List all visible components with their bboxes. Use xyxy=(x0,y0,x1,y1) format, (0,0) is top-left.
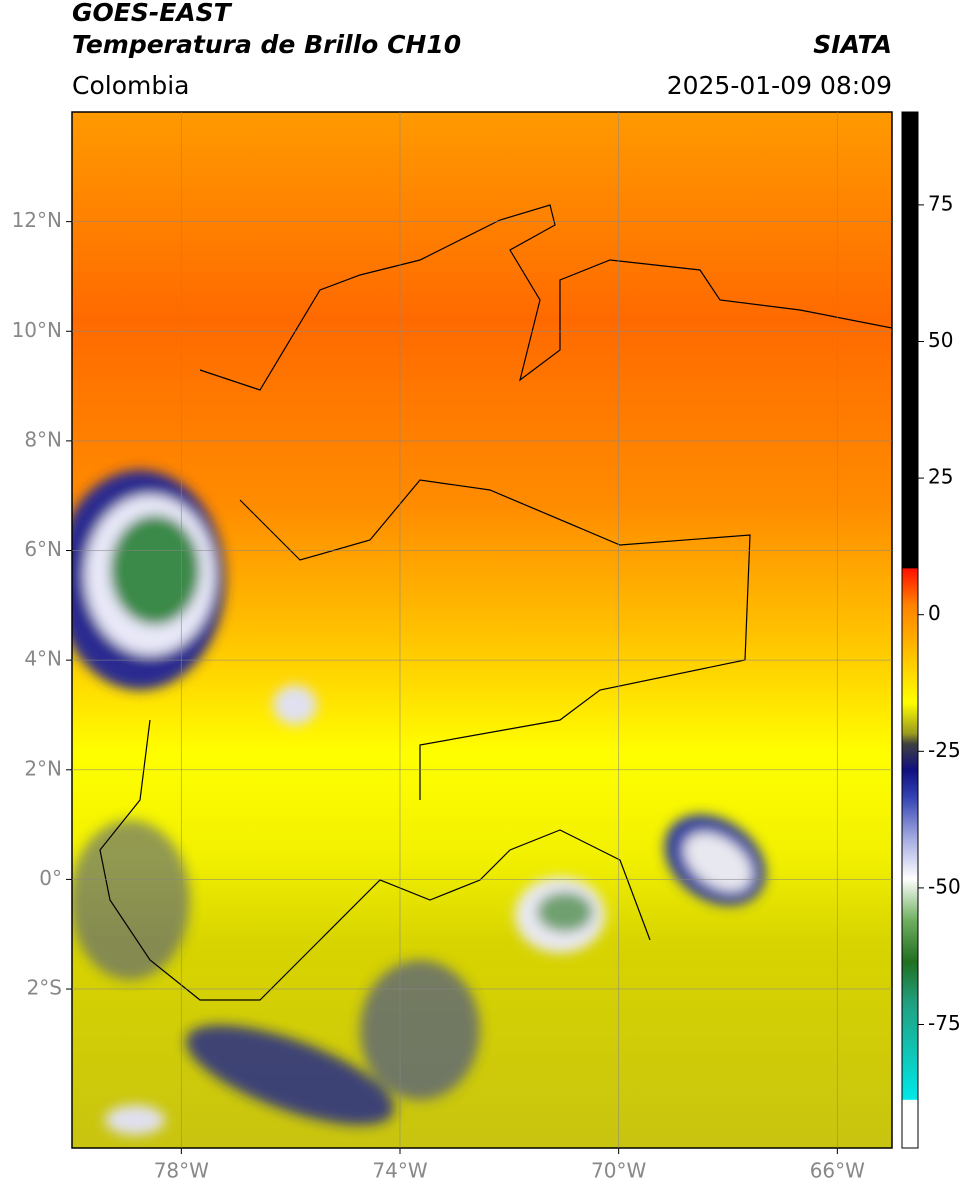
lon-tick-label: 70°W xyxy=(591,1159,646,1183)
map-frame xyxy=(71,111,893,1149)
region: Colombia xyxy=(72,71,189,100)
colorbar-tick-label: -75 xyxy=(928,1011,961,1035)
colorbar-tick-label: 0 xyxy=(928,601,941,625)
clouds xyxy=(72,470,766,1135)
colorbar-tick-label: 75 xyxy=(928,191,953,215)
lon-tick-label: 66°W xyxy=(810,1159,865,1183)
colorbar-tick-label: 25 xyxy=(928,465,953,489)
lat-tick-label: 12°N xyxy=(12,208,62,232)
lat-tick-label: 8°N xyxy=(24,427,62,451)
datetime: 2025-01-09 08:09 xyxy=(667,71,892,100)
colorbar-tick-label: -50 xyxy=(928,874,961,898)
lat-tick-label: 6°N xyxy=(24,537,62,561)
product: Temperatura de Brillo CH10 xyxy=(72,30,461,59)
colorbar-tick-label: -25 xyxy=(928,738,961,762)
lon-tick-label: 74°W xyxy=(372,1159,427,1183)
satellite: GOES-EAST xyxy=(72,0,233,27)
lat-tick-label: 2°S xyxy=(27,976,62,1000)
source: SIATA xyxy=(813,30,892,59)
colorbar xyxy=(901,111,919,1149)
map-image xyxy=(72,112,892,1148)
coastlines xyxy=(99,204,892,1001)
lat-tick-label: 0° xyxy=(39,866,62,890)
colorbar-tick-label: 50 xyxy=(928,328,953,352)
lon-tick-label: 78°W xyxy=(154,1159,209,1183)
lat-tick-label: 10°N xyxy=(12,318,62,342)
lat-tick-label: 4°N xyxy=(24,647,62,671)
lat-tick-label: 2°N xyxy=(24,756,62,780)
